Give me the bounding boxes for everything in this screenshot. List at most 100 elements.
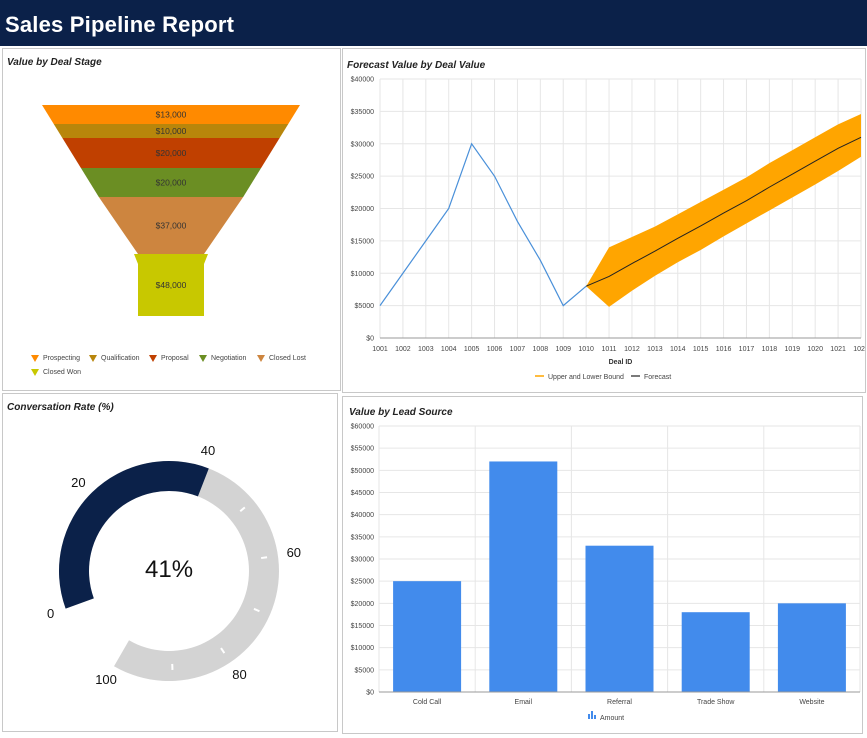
gauge-value: 41% — [145, 556, 194, 583]
forecast-panel: Forecast Value by Deal Value 1001 1002 100… — [342, 48, 866, 393]
gauge-minor-tick — [220, 647, 226, 654]
x-tick-label: 1021 — [830, 346, 846, 353]
x-tick-label: 1006 — [487, 346, 503, 353]
x-tick-label: 1019 — [784, 346, 800, 353]
bar — [393, 581, 462, 692]
x-tick-label: 1017 — [739, 346, 755, 353]
x-tick-label: 1001 — [372, 346, 388, 353]
x-tick-label: 1009 — [555, 346, 571, 353]
triangle-down-icon — [31, 369, 39, 376]
gauge-chart — [59, 461, 279, 681]
y-tick-label: $40000 — [351, 512, 374, 519]
gauge-tick-label: 40 — [200, 443, 216, 459]
funnel-segment — [134, 254, 208, 316]
y-tick-label: $5000 — [355, 303, 375, 310]
y-tick-label: $25000 — [351, 174, 374, 181]
legend-label: Prospecting — [43, 355, 80, 362]
y-tick-label: $5000 — [355, 667, 375, 674]
gauge-minor-tick — [253, 607, 260, 613]
x-tick-label: 1011 — [602, 346, 617, 353]
legend-item: Prospecting — [31, 355, 80, 362]
x-tick-label: Referral — [607, 699, 632, 706]
y-tick-label: $25000 — [351, 579, 374, 586]
triangle-down-icon — [31, 355, 39, 362]
legend-band-label: Upper and Lower Bound — [548, 374, 624, 381]
legend-item: Proposal — [149, 355, 189, 362]
y-tick-label: $30000 — [351, 557, 374, 564]
lead-source-panel: Value by Lead Source $0 $5000 $10000 $15000… — [342, 396, 863, 734]
funnel-value-label: $37,000 — [156, 221, 187, 231]
legend-label: Closed Lost — [269, 355, 306, 362]
gauge-minor-tick — [239, 506, 246, 512]
x-tick-label: 1014 — [670, 346, 686, 353]
bar-legend-icon — [588, 711, 596, 719]
bar — [681, 612, 750, 692]
x-tick-label: Trade Show — [697, 699, 735, 706]
y-tick-label: $10000 — [351, 645, 374, 652]
funnel-chart: $13,000 $10,000 $20,000 $20,000 $37,000 $48,0… — [42, 105, 300, 316]
gauge-tick-label: 0 — [46, 606, 55, 622]
y-tick-label: $60000 — [351, 424, 374, 431]
forecast-line — [585, 136, 862, 287]
legend-item: Closed Lost — [257, 355, 306, 362]
funnel-legend: Prospecting Qualification Proposal Negotiat… — [3, 49, 340, 390]
y-tick-label: $55000 — [351, 446, 374, 453]
x-tick-label: 1007 — [510, 346, 526, 353]
legend-item: Qualification — [89, 355, 140, 362]
x-tick-label: 1022 — [853, 346, 866, 353]
y-tick-label: $0 — [366, 690, 374, 697]
x-tick-label: 1012 — [624, 346, 640, 353]
bar-legend-label: Amount — [600, 715, 624, 722]
gauge-labels: 41% 0 20 40 60 80 100 — [3, 394, 337, 731]
y-tick-label: $35000 — [351, 534, 374, 541]
gauge-panel: Conversation Rate (%) 41% 0 20 40 60 80 100 — [2, 393, 338, 732]
funnel-value-label: $13,000 — [156, 110, 187, 120]
x-tick-label: Website — [799, 699, 824, 706]
x-tick-label: 1018 — [762, 346, 778, 353]
gauge-tick-label: 100 — [95, 672, 117, 688]
x-tick-label: 1002 — [395, 346, 411, 353]
funnel-segment — [62, 138, 280, 168]
legend-item: Closed Won — [31, 369, 81, 376]
x-tick-label: 1016 — [716, 346, 732, 353]
report-title: Sales Pipeline Report — [0, 0, 867, 46]
bar-legend-icon-bar — [594, 715, 596, 719]
x-tick-label: 1005 — [464, 346, 480, 353]
lead-source-chart: $0 $5000 $10000 $15000 $20000 $25000 $30000 $35… — [351, 424, 861, 722]
funnel-segment — [80, 168, 262, 197]
y-tick-label: $35000 — [351, 109, 374, 116]
funnel-value-label: $20,000 — [156, 178, 187, 188]
gauge-tick-label: 20 — [71, 475, 86, 491]
triangle-down-icon — [89, 355, 97, 362]
legend-label: Negotiation — [211, 355, 247, 362]
x-tick-label: Email — [515, 699, 533, 706]
x-tick-label: 1020 — [807, 346, 823, 353]
bar — [585, 545, 654, 692]
x-tick-label: Cold Call — [413, 699, 442, 706]
forecast-title: Forecast Value by Deal Value — [347, 60, 486, 71]
funnel-value-label: $20,000 — [156, 148, 187, 158]
legend-forecast-label: Forecast — [644, 374, 671, 381]
y-tick-label: $15000 — [351, 623, 374, 630]
x-axis-label: Deal ID — [609, 359, 633, 366]
gauge-tick-label: 80 — [232, 667, 247, 683]
forecast-band — [586, 113, 861, 307]
y-tick-label: $45000 — [351, 490, 374, 497]
triangle-down-icon — [199, 355, 207, 362]
forecast-chart: 1001 1002 1003 1004 1005 1006 1007 1008 1009 1010… — [351, 77, 866, 382]
y-tick-label: $40000 — [351, 77, 374, 84]
triangle-down-icon — [257, 355, 265, 362]
y-tick-label: $0 — [366, 336, 374, 343]
funnel-value-label: $48,000 — [156, 280, 187, 290]
x-tick-label: 1003 — [418, 346, 434, 353]
bar-legend-icon-bar — [588, 714, 590, 719]
bar-legend-icon-bar — [591, 711, 593, 719]
y-tick-label: $50000 — [351, 468, 374, 475]
legend-label: Closed Won — [43, 369, 82, 376]
x-tick-label: 1008 — [533, 346, 549, 353]
bar — [489, 461, 558, 692]
y-tick-label: $20000 — [351, 601, 374, 608]
y-tick-label: $20000 — [351, 206, 374, 213]
funnel-title: Value by Deal Stage — [7, 57, 102, 68]
y-tick-label: $15000 — [351, 238, 374, 245]
